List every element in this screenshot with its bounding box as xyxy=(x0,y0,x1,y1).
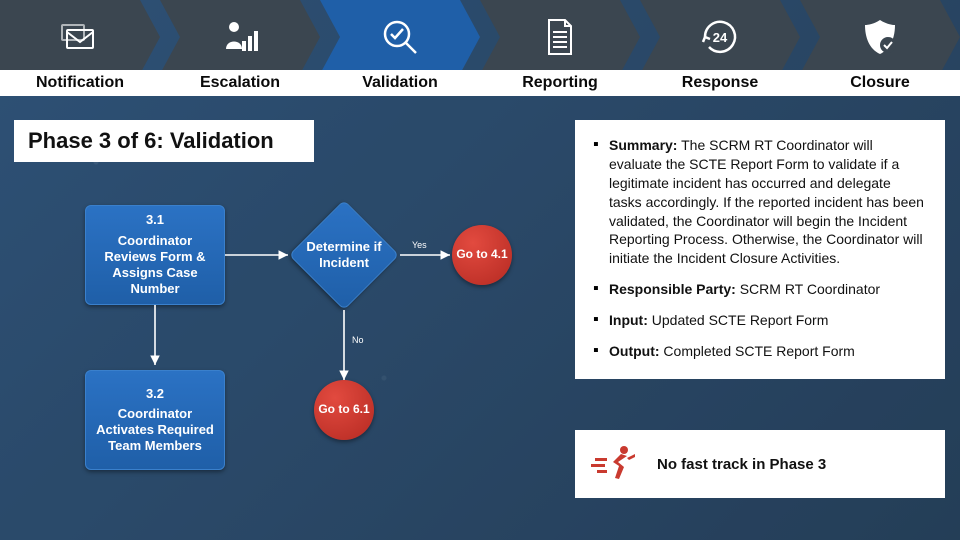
fast-track-note: No fast track in Phase 3 xyxy=(575,430,945,498)
process-stepper: Notification Escalation xyxy=(0,0,960,104)
step-response: 24 Response xyxy=(640,0,800,104)
bullet-icon: ▪ xyxy=(593,136,609,268)
person-bars-icon xyxy=(218,15,262,59)
bullet-input: ▪ Input: Updated SCTE Report Form xyxy=(593,311,927,330)
magnify-check-icon xyxy=(378,15,422,59)
step-escalation: Escalation xyxy=(160,0,320,104)
bullet-icon: ▪ xyxy=(593,280,609,299)
summary-body: The SCRM RT Coordinator will evaluate th… xyxy=(609,137,924,266)
shield-check-icon xyxy=(858,15,902,59)
document-icon xyxy=(538,15,582,59)
step-label: Notification xyxy=(0,70,160,96)
step-label: Closure xyxy=(800,70,960,96)
bullet-responsible: ▪ Responsible Party: SCRM RT Coordinator xyxy=(593,280,927,299)
mail-icon xyxy=(58,15,102,59)
step-notification: Notification xyxy=(0,0,160,104)
output-lead: Output: xyxy=(609,343,660,359)
step-reporting: Reporting xyxy=(480,0,640,104)
input-body: Updated SCTE Report Form xyxy=(652,312,829,328)
step-validation: Validation xyxy=(320,0,480,104)
step-label: Reporting xyxy=(480,70,640,96)
flowchart: 3.1 Coordinator Reviews Form & Assigns C… xyxy=(0,180,565,540)
24h-icon: 24 xyxy=(698,15,742,59)
output-body: Completed SCTE Report Form xyxy=(663,343,854,359)
bullet-icon: ▪ xyxy=(593,311,609,330)
input-lead: Input: xyxy=(609,312,648,328)
info-panel: ▪ Summary: The SCRM RT Coordinator will … xyxy=(575,120,945,379)
bullet-output: ▪ Output: Completed SCTE Report Form xyxy=(593,342,927,361)
step-closure: Closure xyxy=(800,0,960,104)
summary-lead: Summary: xyxy=(609,137,677,153)
bullet-icon: ▪ xyxy=(593,342,609,361)
phase-title: Phase 3 of 6: Validation xyxy=(14,120,314,162)
flow-connectors xyxy=(0,180,560,520)
responsible-lead: Responsible Party: xyxy=(609,281,736,297)
svg-text:24: 24 xyxy=(713,30,728,45)
step-label: Validation xyxy=(320,70,480,96)
responsible-body: SCRM RT Coordinator xyxy=(740,281,880,297)
fast-track-text: No fast track in Phase 3 xyxy=(657,456,826,473)
step-label: Escalation xyxy=(160,70,320,96)
runner-icon xyxy=(591,444,641,484)
step-label: Response xyxy=(640,70,800,96)
bullet-summary: ▪ Summary: The SCRM RT Coordinator will … xyxy=(593,136,927,268)
flow-area: Phase 3 of 6: Validation 3.1 Coordinator… xyxy=(0,100,565,540)
